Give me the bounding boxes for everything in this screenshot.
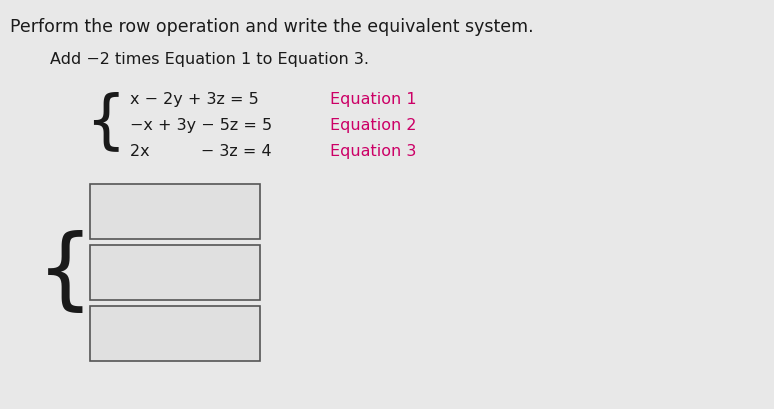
Text: Perform the row operation and write the equivalent system.: Perform the row operation and write the … — [10, 18, 533, 36]
FancyBboxPatch shape — [90, 245, 260, 300]
Text: −x + 3y − 5z = 5: −x + 3y − 5z = 5 — [130, 118, 272, 133]
Text: {: { — [84, 91, 125, 153]
Text: Equation 2: Equation 2 — [330, 118, 416, 133]
FancyBboxPatch shape — [90, 184, 260, 239]
Text: Equation 1: Equation 1 — [330, 92, 416, 107]
Text: Equation 3: Equation 3 — [330, 144, 416, 159]
Text: x − 2y + 3z = 5: x − 2y + 3z = 5 — [130, 92, 259, 107]
FancyBboxPatch shape — [90, 306, 260, 361]
Text: {: { — [36, 229, 93, 316]
Text: Add −2 times Equation 1 to Equation 3.: Add −2 times Equation 1 to Equation 3. — [50, 52, 369, 67]
Text: 2x          − 3z = 4: 2x − 3z = 4 — [130, 144, 272, 159]
